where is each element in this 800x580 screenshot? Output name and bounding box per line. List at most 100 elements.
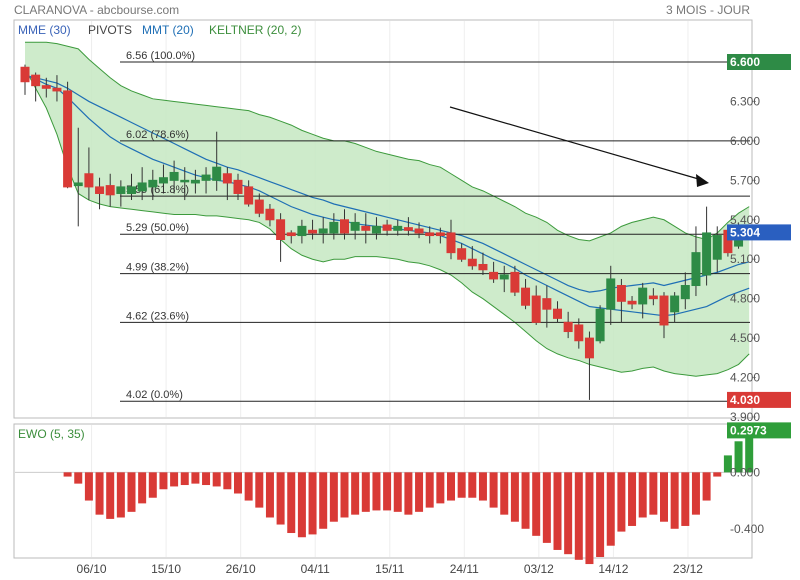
price-tick-label: 6.300 bbox=[730, 94, 760, 108]
candle-body bbox=[318, 228, 328, 234]
ewo-bar bbox=[63, 472, 72, 477]
ewo-bar bbox=[404, 472, 413, 515]
ewo-bar bbox=[223, 472, 232, 490]
candle-body bbox=[627, 300, 637, 305]
ewo-bar bbox=[457, 472, 466, 498]
ewo-bar bbox=[191, 472, 200, 484]
keltner-channel bbox=[24, 41, 750, 377]
ewo-bar bbox=[415, 472, 424, 512]
candle-body bbox=[308, 229, 318, 234]
ewo-bar bbox=[234, 472, 242, 494]
candle-body bbox=[489, 271, 499, 280]
ewo-bar bbox=[713, 472, 722, 477]
ewo-bar bbox=[383, 472, 392, 511]
candle-body bbox=[116, 186, 126, 194]
x-tick-label: 14/12 bbox=[598, 562, 628, 576]
price-tag-bg bbox=[727, 391, 791, 408]
ewo-bar bbox=[297, 472, 306, 538]
ewo-bar bbox=[84, 472, 93, 501]
ewo-bar bbox=[585, 472, 594, 565]
ewo-bar bbox=[521, 472, 530, 529]
ewo-bar bbox=[319, 472, 328, 529]
ewo-bar bbox=[681, 472, 690, 526]
candle-body bbox=[158, 177, 168, 184]
candle-body bbox=[446, 232, 456, 254]
ewo-bar bbox=[287, 472, 296, 534]
x-tick-label: 15/11 bbox=[375, 562, 404, 576]
ewo-bar bbox=[308, 472, 317, 535]
ewo-bar bbox=[532, 472, 541, 536]
legend: MME (30) PIVOTS MMT (20) KELTNER (20, 2) bbox=[18, 23, 301, 37]
ewo-bar bbox=[723, 455, 732, 473]
x-tick-label: 03/12 bbox=[524, 562, 554, 576]
price-tag-bg bbox=[727, 54, 791, 70]
candle-body bbox=[265, 208, 275, 221]
price-tick-label: 4.500 bbox=[730, 331, 760, 345]
ewo-last-tag-bg bbox=[727, 422, 791, 439]
candle-body bbox=[712, 235, 722, 260]
keltner-band bbox=[25, 42, 750, 377]
candle-body bbox=[361, 225, 371, 231]
candle-body bbox=[190, 179, 200, 184]
candle-body bbox=[84, 173, 94, 188]
candle-body bbox=[297, 225, 307, 237]
ewo-bar bbox=[425, 472, 434, 508]
ewo-bar bbox=[361, 472, 370, 512]
candle-body bbox=[457, 248, 467, 260]
x-tick-label: 04/11 bbox=[301, 562, 330, 576]
ewo-bar bbox=[649, 472, 658, 515]
price-tags: 6.600 5.304 4.030 bbox=[727, 54, 791, 408]
ewo-bar bbox=[212, 472, 221, 487]
ewo-bar bbox=[329, 472, 338, 522]
ewo-bar bbox=[372, 472, 381, 511]
fib-label: 6.02 (78.6%) bbox=[126, 129, 189, 141]
ewo-bar bbox=[95, 472, 104, 515]
ewo-bar bbox=[553, 472, 562, 550]
legend-mmt: MMT (20) bbox=[142, 23, 194, 37]
candle-body bbox=[127, 186, 136, 194]
candle-body bbox=[286, 232, 296, 237]
candle-body bbox=[180, 179, 190, 183]
ewo-bar bbox=[276, 472, 285, 525]
ewo-axis: 0.000 -0.400 0.2973 bbox=[727, 422, 791, 536]
price-tag-label: 4.030 bbox=[730, 393, 760, 407]
price-tick-label: 3.900 bbox=[730, 410, 760, 424]
candle-body bbox=[52, 87, 62, 92]
ewo-bar bbox=[564, 472, 573, 555]
ewo-bar bbox=[660, 472, 668, 522]
ewo-bar bbox=[393, 472, 402, 512]
candle-body bbox=[510, 271, 520, 293]
ewo-bar bbox=[617, 472, 626, 532]
price-tag-label: 6.600 bbox=[730, 55, 760, 69]
x-axis: 06/10 15/10 26/10 04/11 15/11 24/11 03/12 14/12… bbox=[77, 562, 704, 576]
fib-label: 4.99 (38.2%) bbox=[126, 262, 189, 274]
x-tick-label: 24/11 bbox=[450, 562, 479, 576]
ewo-last-tag-label: 0.2973 bbox=[730, 423, 767, 437]
ewo-bar bbox=[74, 472, 83, 484]
ewo-bar bbox=[244, 472, 253, 501]
ewo-bar bbox=[691, 472, 700, 515]
candle-body bbox=[478, 263, 488, 271]
candle-body bbox=[435, 232, 445, 237]
candle-body bbox=[403, 227, 413, 231]
ewo-bar bbox=[148, 472, 157, 498]
keltner-upper-line bbox=[25, 41, 750, 242]
candle-body bbox=[691, 252, 701, 287]
candle-body bbox=[563, 321, 573, 333]
ewo-bar bbox=[628, 472, 637, 526]
ewo-bar bbox=[606, 472, 615, 546]
ewo-bar bbox=[159, 472, 168, 490]
trend-arrow bbox=[449, 106, 709, 187]
ewo-label: EWO (5, 35) bbox=[18, 427, 85, 441]
candle-body bbox=[638, 287, 648, 305]
legend-mme: MME (30) bbox=[18, 23, 71, 37]
price-tick-label: 6.000 bbox=[730, 134, 760, 148]
candle-body bbox=[425, 232, 435, 237]
ewo-bar bbox=[127, 472, 136, 512]
ewo-bar bbox=[745, 430, 754, 473]
candle-body bbox=[63, 90, 73, 188]
candle-body bbox=[393, 225, 403, 231]
ewo-bar bbox=[106, 472, 115, 519]
ewo-bar bbox=[436, 472, 445, 504]
